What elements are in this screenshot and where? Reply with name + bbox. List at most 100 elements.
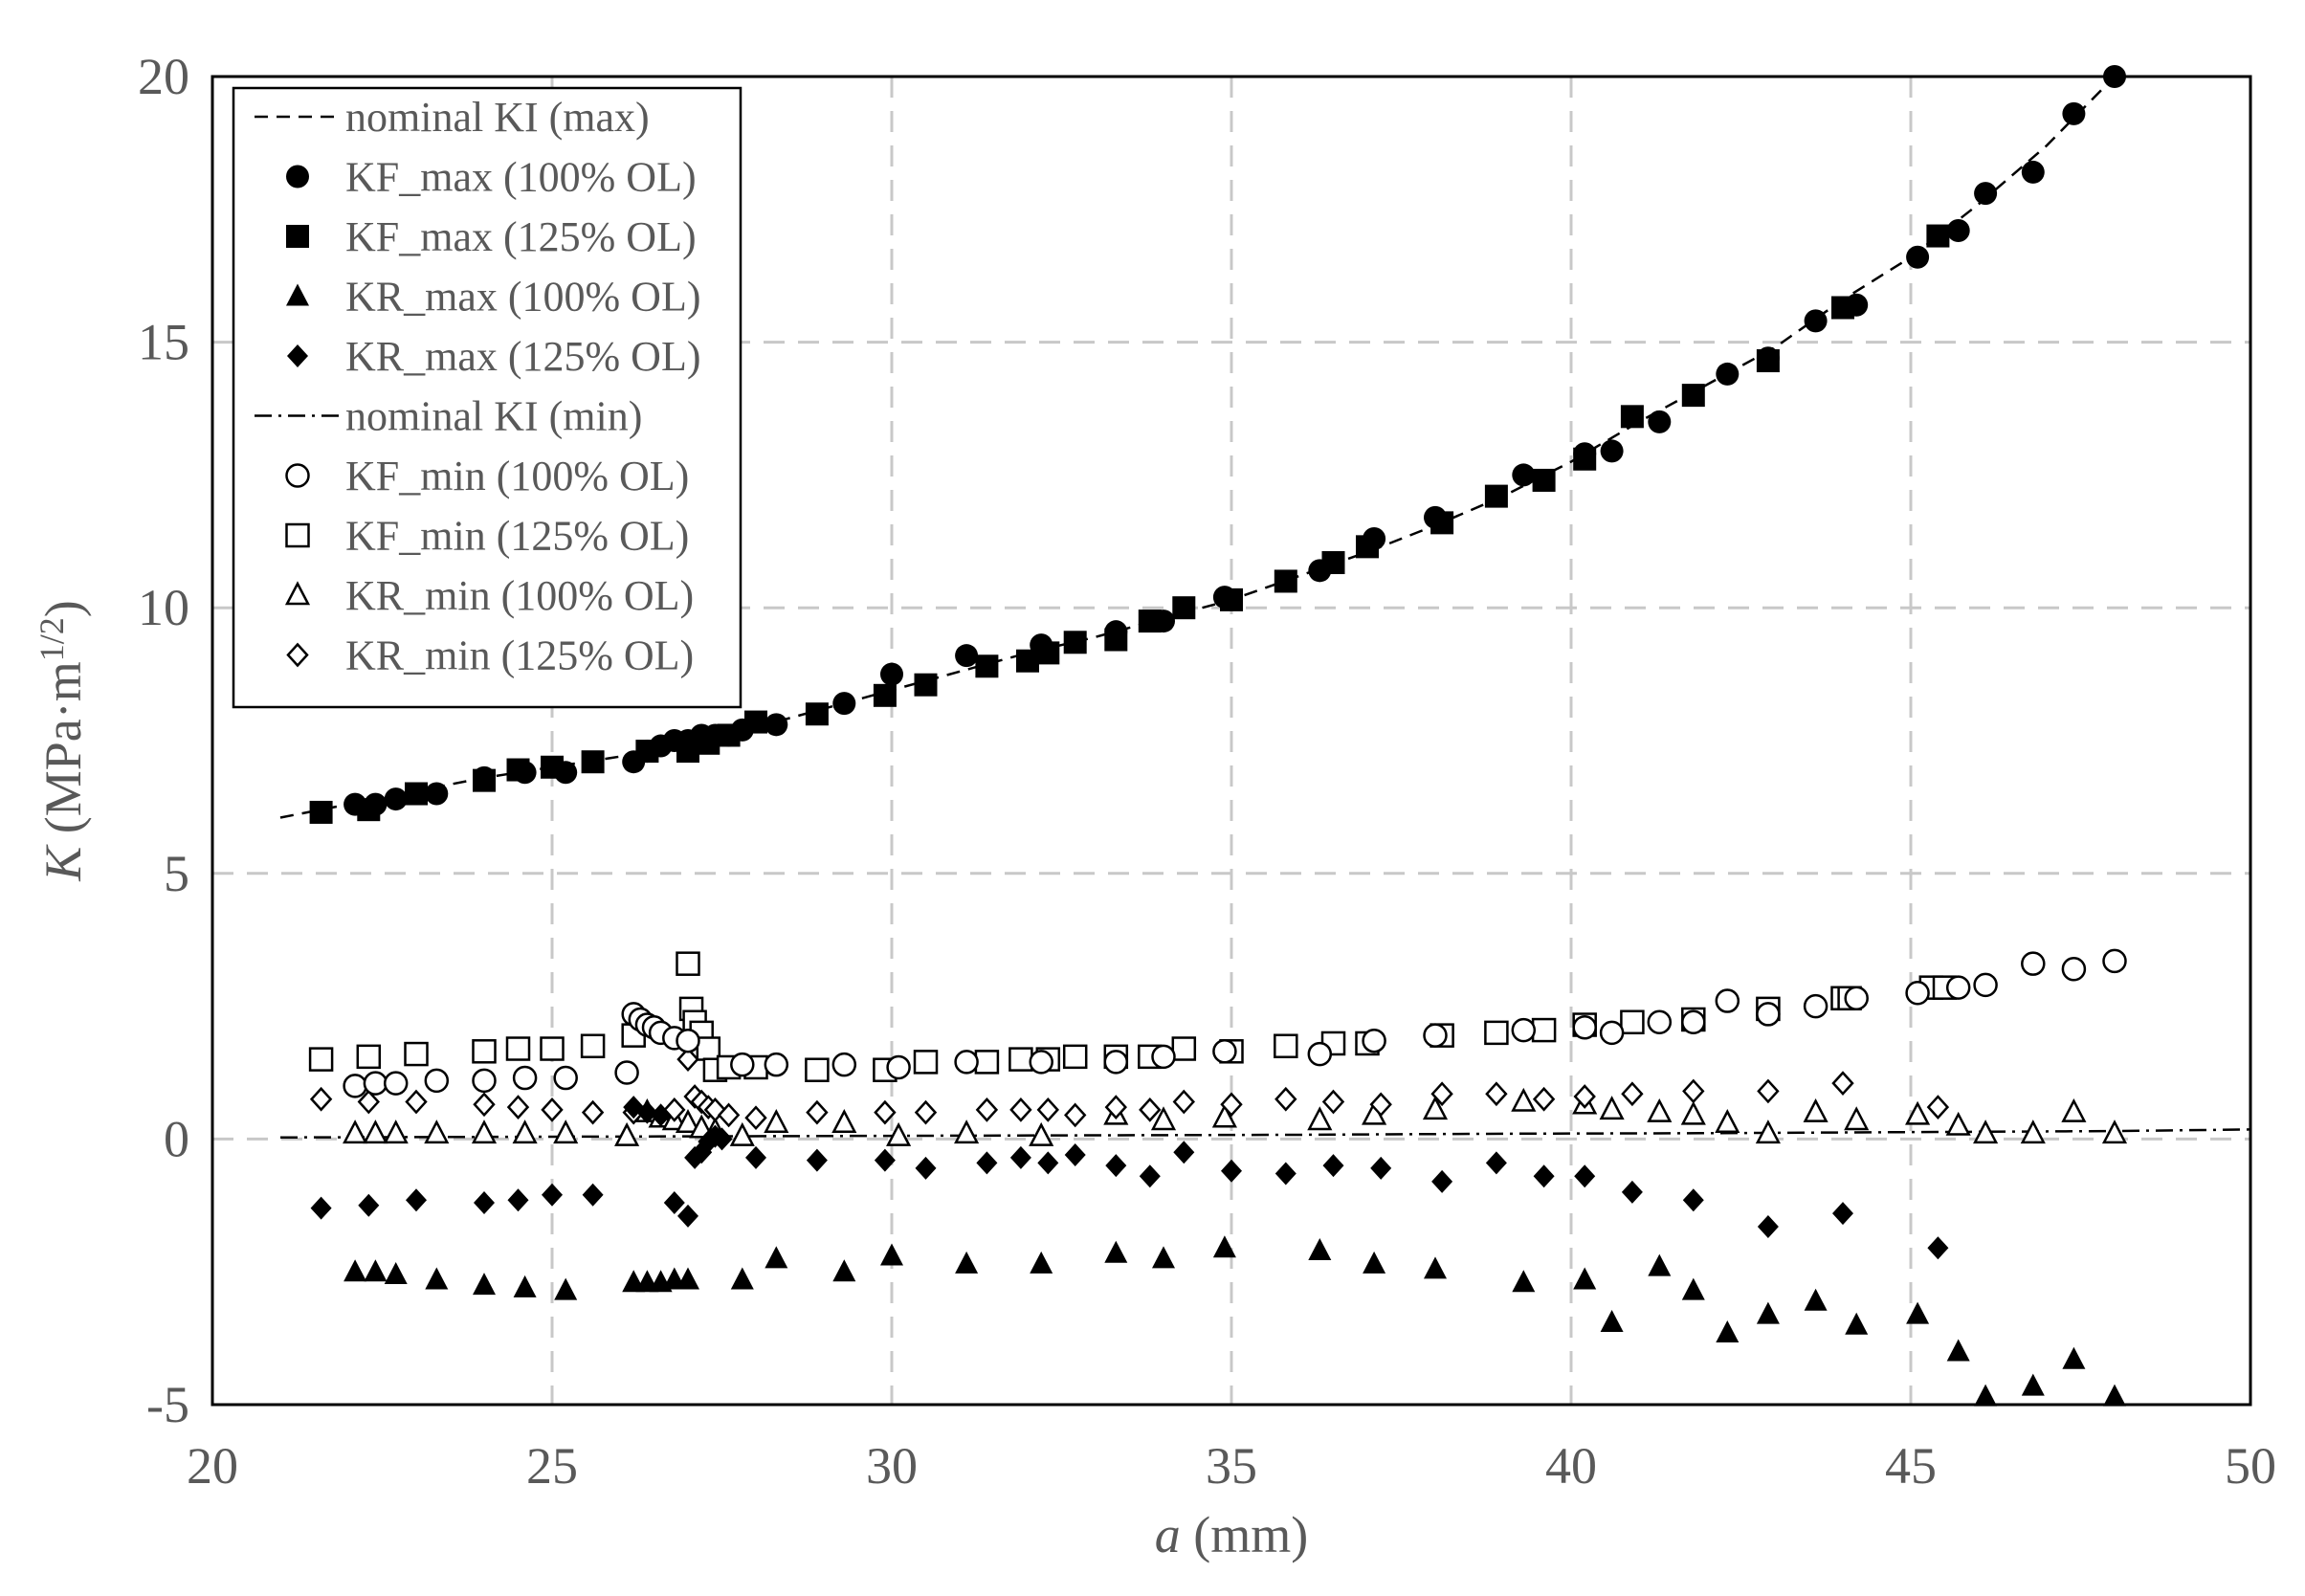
legend-marker — [287, 344, 308, 367]
legend-item: KF_max (100% OL) — [286, 154, 697, 201]
data-point — [730, 1267, 754, 1290]
data-point — [1103, 1050, 1129, 1075]
data-point — [1104, 1095, 1127, 1119]
data-point — [1424, 505, 1447, 529]
legend-item: nominal KI (max) — [255, 94, 650, 141]
data-point — [1062, 1044, 1088, 1070]
legend-item: KF_min (125% OL) — [285, 513, 689, 560]
x-tick-label: 25 — [526, 1437, 578, 1495]
data-point — [1321, 1089, 1345, 1115]
data-point — [696, 1036, 721, 1061]
data-point — [1363, 527, 1386, 551]
legend-marker — [286, 642, 309, 668]
data-point — [2021, 1373, 2045, 1396]
data-point — [1307, 1106, 1333, 1131]
data-point — [2102, 948, 2127, 974]
data-point — [1681, 1277, 1705, 1300]
data-point — [506, 1095, 530, 1119]
data-point — [2021, 160, 2045, 184]
data-point — [507, 1188, 529, 1212]
data-point — [1152, 610, 1175, 633]
data-point — [553, 1065, 578, 1091]
legend-label: KF_min (125% OL) — [345, 513, 689, 560]
legend-label: KF_max (125% OL) — [345, 213, 697, 260]
data-point — [1104, 1240, 1128, 1263]
data-point — [954, 1119, 980, 1144]
x-tick-label: 30 — [866, 1437, 918, 1495]
data-point — [425, 782, 449, 806]
data-point — [425, 1267, 449, 1290]
data-point — [1905, 1100, 1931, 1125]
data-point — [363, 1119, 388, 1144]
data-point — [2062, 101, 2086, 125]
data-point — [512, 1065, 538, 1091]
data-point — [404, 1041, 429, 1067]
data-point — [1362, 1028, 1386, 1053]
data-point — [765, 713, 788, 737]
data-point — [2061, 1097, 2087, 1122]
data-point — [356, 1044, 382, 1070]
data-point — [1064, 1102, 1087, 1128]
data-point — [1431, 1169, 1453, 1193]
data-point — [1716, 362, 1740, 386]
data-point — [1926, 224, 1950, 248]
data-point — [663, 1191, 685, 1215]
data-point — [1715, 988, 1740, 1013]
data-point — [513, 1275, 537, 1297]
data-point — [650, 1103, 672, 1127]
x-axis-label: a (mm) — [1155, 1506, 1308, 1563]
data-point — [1845, 293, 1869, 317]
data-point — [1757, 1215, 1779, 1239]
legend-item: KR_max (100% OL) — [286, 274, 701, 321]
legend-box — [232, 86, 742, 709]
x-tick-label: 45 — [1885, 1437, 1937, 1495]
data-point — [729, 1121, 755, 1146]
data-point — [1533, 1164, 1555, 1188]
data-point — [744, 1105, 767, 1131]
data-point — [806, 1148, 828, 1172]
data-point — [1424, 1256, 1447, 1279]
data-point — [1682, 1188, 1704, 1212]
data-point — [1756, 1301, 1780, 1324]
data-point — [1600, 1309, 1624, 1332]
data-point — [424, 1068, 450, 1094]
x-axis-label-rest: (mm) — [1181, 1506, 1308, 1563]
data-point — [309, 800, 333, 824]
legend-label: nominal KI (max) — [345, 94, 650, 141]
data-point — [676, 1267, 699, 1290]
series-layer — [279, 65, 2251, 1407]
data-point — [384, 787, 408, 811]
data-point — [1274, 569, 1297, 593]
data-point — [1212, 1039, 1237, 1064]
legend-marker — [284, 581, 311, 606]
data-point — [1008, 1047, 1033, 1072]
data-point — [1485, 1081, 1508, 1107]
data-point — [676, 1047, 699, 1072]
data-point — [1620, 405, 1644, 429]
legend-label: KF_max (100% OL) — [345, 154, 697, 201]
data-point — [2061, 956, 2087, 982]
data-point — [1945, 1111, 1971, 1136]
data-point — [1946, 1339, 1970, 1362]
y-axis-label-italic: K — [34, 844, 92, 882]
data-point — [914, 1099, 938, 1125]
data-point — [1647, 1009, 1673, 1035]
data-point — [1680, 1100, 1706, 1125]
data-point — [581, 750, 605, 774]
data-point — [344, 792, 367, 816]
data-point — [1511, 1087, 1537, 1112]
data-point — [832, 1259, 856, 1282]
data-point — [1212, 1235, 1236, 1258]
data-point — [886, 1121, 912, 1146]
data-point — [405, 782, 428, 806]
data-point — [1803, 1097, 1828, 1122]
data-point — [1274, 1086, 1297, 1112]
data-point — [580, 1033, 606, 1058]
data-point — [1274, 1162, 1297, 1186]
data-point — [1172, 596, 1196, 620]
data-point — [1974, 182, 1998, 206]
data-point — [764, 1052, 789, 1077]
data-point — [1171, 1036, 1197, 1061]
data-point — [880, 1243, 903, 1266]
legend-item: nominal KI (min) — [255, 393, 642, 440]
